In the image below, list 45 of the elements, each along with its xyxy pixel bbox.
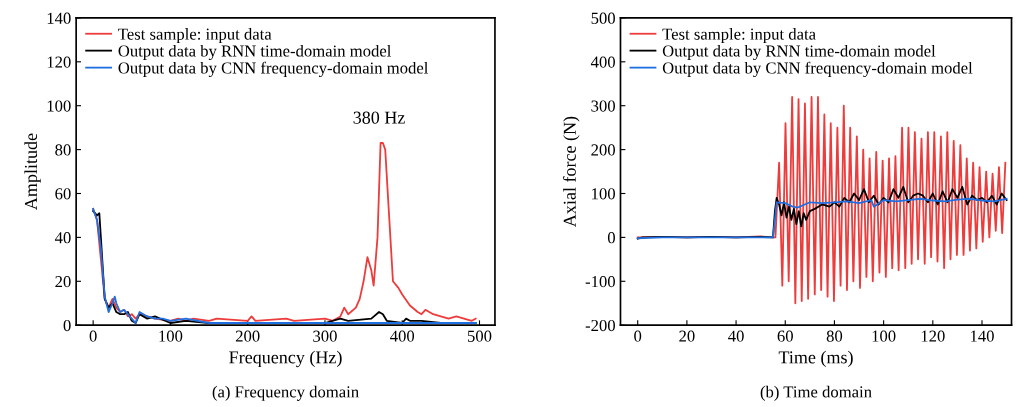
text: (b) Time domain — [760, 385, 872, 401]
legend-label: Output data by RNN time-domain model — [118, 44, 392, 61]
line-series — [636, 197, 1008, 240]
legend-label: Output data by CNN frequency-domain model — [662, 61, 973, 78]
y-tick-label: -200 — [585, 319, 615, 332]
y-tick-label: 140 — [47, 12, 71, 24]
x-tick-label: 80 — [826, 330, 843, 342]
x-axis-title: Time (ms) — [778, 350, 853, 368]
x-tick-label: 100 — [159, 330, 183, 342]
y-tick-label: 60 — [55, 188, 71, 200]
y-tick-label: 40 — [54, 232, 71, 244]
y-axis-title: Axial force (N) — [562, 116, 580, 228]
x-tick-label: 200 — [235, 330, 260, 342]
y-tick-label: -100 — [585, 275, 615, 288]
y-tick-label: 200 — [591, 144, 615, 156]
x-tick-label: 60 — [777, 330, 793, 342]
x-tick-label: 120 — [921, 330, 945, 342]
legend-label: Test sample: input data — [118, 28, 272, 44]
y-tick-label: 400 — [590, 56, 615, 68]
x-tick-label: 20 — [679, 330, 695, 342]
x-tick-label: 0 — [89, 330, 97, 342]
x-tick-label: 500 — [467, 330, 492, 342]
y-tick-label: 500 — [591, 12, 615, 24]
annotation: 380 Hz — [353, 111, 405, 124]
y-tick-label: 0 — [63, 319, 71, 332]
legend-label: Output data by CNN frequency-domain model — [118, 61, 429, 78]
x-axis-title: Frequency (Hz) — [229, 350, 342, 368]
legend-label: Test sample: input data — [662, 28, 816, 44]
legend-label: Output data by RNN time-domain model — [662, 44, 936, 61]
y-axis-title: Amplitude — [24, 133, 41, 210]
y-tick-label: 0 — [607, 232, 615, 244]
y-tick-label: 120 — [47, 56, 71, 68]
y-tick-label: 80 — [55, 144, 71, 156]
line-series — [636, 96, 1007, 305]
y-tick-label: 20 — [55, 275, 71, 288]
x-tick-label: 40 — [728, 330, 744, 342]
x-tick-label: 140 — [970, 330, 994, 342]
x-tick-label: 300 — [313, 330, 337, 342]
y-tick-label: 100 — [592, 188, 615, 200]
text: (a) Frequency domain — [212, 385, 359, 401]
x-tick-label: 0 — [634, 330, 642, 342]
y-tick-label: 300 — [591, 100, 615, 112]
x-tick-label: 100 — [872, 330, 896, 342]
x-tick-label: 400 — [390, 330, 415, 342]
y-tick-label: 100 — [47, 100, 71, 112]
